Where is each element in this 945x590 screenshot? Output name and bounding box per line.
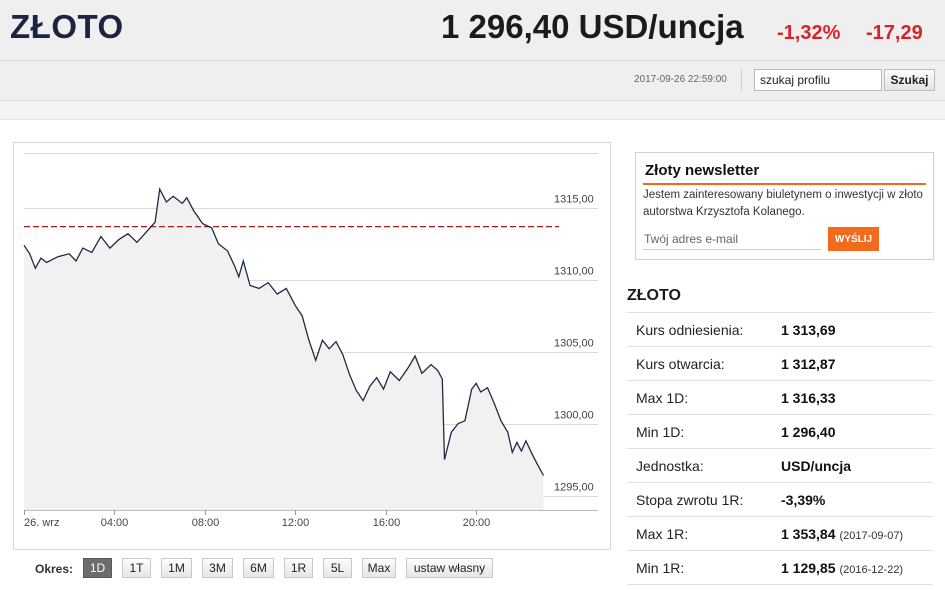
table-row: Jednostka: USD/uncja xyxy=(627,449,933,483)
newsletter-accent-rule xyxy=(643,183,926,185)
x-tick-label: 12:00 xyxy=(282,517,310,529)
row-label: Max 1D: xyxy=(636,389,689,406)
series-line xyxy=(23,186,545,476)
table-row: Min 1R: 1 129,85 (2016-12-22) xyxy=(627,551,933,585)
current-price: 1 296,40 USD/uncja xyxy=(441,8,744,45)
value-text: USD/uncja xyxy=(781,457,852,474)
value-date: (2016-12-22) xyxy=(839,563,904,576)
price-chart[interactable]: 1315,00 1310,00 1305,00 1300,00 1295,00 26. w… xyxy=(13,142,611,550)
header-stripe xyxy=(0,101,945,120)
value-text: 1 313,69 xyxy=(781,321,836,338)
table-row: Kurs otwarcia: 1 312,87 xyxy=(627,347,933,381)
newsletter-submit-button[interactable]: WYŚLIJ xyxy=(828,227,879,251)
row-value: 1 129,85 (2016-12-22) xyxy=(781,551,933,585)
x-tick-label: 08:00 xyxy=(192,517,220,529)
value-text: 1 353,84 xyxy=(781,525,836,542)
range-button-custom[interactable]: ustaw własny xyxy=(406,558,493,578)
range-button-1t[interactable]: 1T xyxy=(122,558,151,578)
quote-data-table: Kurs odniesienia: 1 313,69 Kurs otwarcia… xyxy=(627,312,933,585)
y-tick-label: 1315,00 xyxy=(554,194,594,206)
newsletter-title: Złoty newsletter xyxy=(645,162,760,179)
range-button-max[interactable]: Max xyxy=(362,558,396,578)
value-text: 1 129,85 xyxy=(781,559,836,576)
value-text: 1 312,87 xyxy=(781,355,836,372)
row-label: Stopa zwrotu 1R: xyxy=(636,491,744,508)
newsletter-box: Złoty newsletter Jestem zainteresowany b… xyxy=(635,152,934,260)
row-label: Kurs otwarcia: xyxy=(636,355,725,372)
y-tick-label: 1305,00 xyxy=(554,338,594,350)
value-text: 1 316,33 xyxy=(781,389,836,406)
series-area xyxy=(24,189,544,510)
row-label: Min 1R: xyxy=(636,559,685,576)
table-row: Stopa zwrotu 1R: -3,39% xyxy=(627,483,933,517)
table-row: Min 1D: 1 296,40 xyxy=(627,415,933,449)
range-button-5l[interactable]: 5L xyxy=(323,558,352,578)
range-button-1d[interactable]: 1D xyxy=(83,558,112,578)
x-tick-label: 04:00 xyxy=(101,517,129,529)
y-tick-label: 1310,00 xyxy=(554,266,594,278)
y-tick-label: 1295,00 xyxy=(554,482,594,494)
table-row: Max 1R: 1 353,84 (2017-09-07) xyxy=(627,517,933,551)
value-date: (2017-09-07) xyxy=(839,529,904,542)
range-button-6m[interactable]: 6M xyxy=(243,558,274,578)
row-value: 1 296,40 xyxy=(781,415,933,449)
x-tick-label: 26. wrz xyxy=(24,517,59,529)
row-value: 1 353,84 (2017-09-07) xyxy=(781,517,933,551)
row-value: 1 313,69 xyxy=(781,313,933,347)
row-label: Max 1R: xyxy=(636,525,689,542)
range-label: Okres: xyxy=(35,562,74,576)
table-row: Kurs odniesienia: 1 313,69 xyxy=(627,312,933,347)
quote-timestamp: 2017-09-26 22:59:00 xyxy=(634,74,727,85)
change-absolute: -17,29 xyxy=(866,22,923,44)
row-label: Jednostka: xyxy=(636,457,704,474)
row-label: Kurs odniesienia: xyxy=(636,321,744,338)
newsletter-description: Jestem zainteresowany biuletynem o inwes… xyxy=(643,189,923,218)
x-tick-label: 20:00 xyxy=(463,517,491,529)
newsletter-email-input[interactable] xyxy=(643,228,821,250)
profile-search-input[interactable] xyxy=(754,69,882,91)
range-button-1r[interactable]: 1R xyxy=(284,558,313,578)
value-text: -3,39% xyxy=(781,491,826,508)
search-button[interactable]: Szukaj xyxy=(884,69,935,91)
toolbar-separator xyxy=(741,68,742,92)
table-row: Max 1D: 1 316,33 xyxy=(627,381,933,415)
row-value: 1 316,33 xyxy=(781,381,933,415)
instrument-title: ZŁOTO xyxy=(10,8,124,45)
row-value: USD/uncja xyxy=(781,449,933,483)
quote-header: ZŁOTO 1 296,40 USD/uncja -1,32% -17,29 2… xyxy=(0,0,945,101)
y-tick-label: 1300,00 xyxy=(554,410,594,422)
quote-data-title: ZŁOTO xyxy=(627,287,681,304)
change-percent: -1,32% xyxy=(777,22,841,44)
range-button-1m[interactable]: 1M xyxy=(161,558,192,578)
header-divider xyxy=(0,60,945,61)
value-text: 1 296,40 xyxy=(781,423,836,440)
chart-canvas: 1315,00 1310,00 1305,00 1300,00 1295,00 26. w… xyxy=(23,153,598,529)
row-value: 1 312,87 xyxy=(781,347,933,381)
row-label: Min 1D: xyxy=(636,423,685,440)
x-tick-label: 16:00 xyxy=(373,517,401,529)
row-value: -3,39% xyxy=(781,483,933,517)
range-button-3m[interactable]: 3M xyxy=(202,558,233,578)
